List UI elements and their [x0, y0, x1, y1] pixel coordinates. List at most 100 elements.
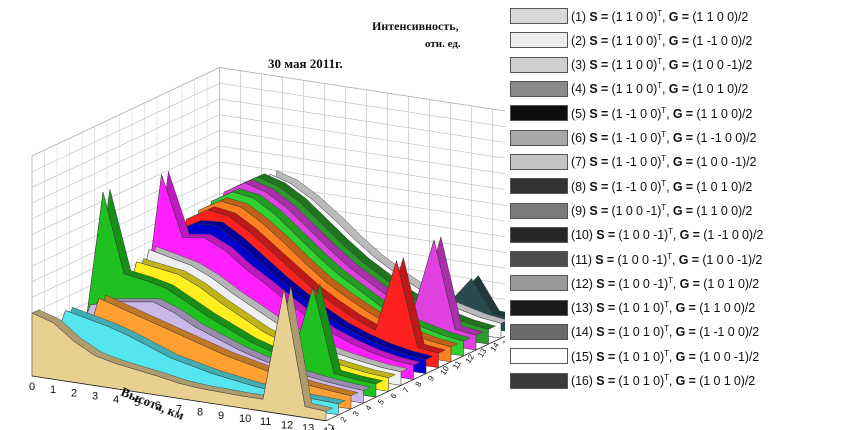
legend-item: (14) S = (1 0 1 0)T, G = (1 -1 0 0)/2 [510, 320, 865, 344]
legend-text: (1 -1 0 0)/2 [696, 131, 757, 146]
x-tick-label: 11 [260, 416, 271, 428]
x-tick-label: 0 [29, 381, 35, 393]
legend-swatch [510, 129, 568, 146]
legend-text: (1 0 0 -1)/2 [692, 58, 753, 73]
legend-text: (1 0 0 -1) [618, 228, 669, 243]
legend-label: (3) S = (1 1 0 0)T, G = (1 0 0 -1)/2 [571, 57, 752, 72]
legend-text: S = [589, 179, 609, 194]
legend-text: (1 0 0 -1)/2 [696, 155, 757, 170]
depth-tick-label: 13 [476, 346, 489, 359]
legend-label: (15) S = (1 0 1 0)T, G = (1 0 0 -1)/2 [571, 349, 759, 364]
legend-item: (10) S = (1 0 0 -1)T, G = (1 -1 0 0)/2 [510, 223, 865, 247]
x-tick-label: 2 [71, 387, 77, 399]
legend-text: T [657, 81, 662, 91]
legend-text: G = [672, 155, 694, 170]
series-ribbon-1 [31, 285, 334, 422]
legend-label: (6) S = (1 -1 0 0)T, G = (1 -1 0 0)/2 [571, 130, 756, 145]
legend-text: G = [672, 179, 694, 194]
legend-text: S = [596, 276, 616, 291]
legend-label: (1) S = (1 1 0 0)T, G = (1 1 0 0)/2 [571, 9, 748, 24]
legend-label: (12) S = (1 0 0 -1)T, G = (1 0 1 0)/2 [571, 276, 759, 291]
depth-tick-label: 3 [351, 409, 361, 418]
x-tick-label: 7 [176, 403, 182, 415]
series-layer [31, 170, 505, 422]
legend-text: S = [589, 131, 609, 146]
legend-text: (1 0 0 -1) [617, 252, 668, 267]
legend-text: (5) [571, 106, 586, 121]
depth-tick-label: 15 [501, 334, 505, 347]
legend-text: (8) [571, 179, 586, 194]
legend-swatch [510, 372, 568, 389]
legend-label: (9) S = (1 0 0 -1)T, G = (1 1 0 0)/2 [571, 203, 752, 218]
legend-text: (1) [571, 9, 586, 24]
legend-swatch [510, 226, 568, 243]
legend-text: (1 1 0 0) [611, 9, 658, 24]
legend-text: , [666, 106, 670, 121]
depth-tick-label: 2 [339, 415, 349, 424]
legend-swatch [510, 56, 568, 73]
legend-text: (6) [571, 131, 586, 146]
legend-text: (1 0 1 0) [618, 301, 665, 316]
legend-text: (1 0 1 0)/2 [703, 276, 760, 291]
legend-swatch [510, 105, 568, 122]
legend-text: (1 0 0 -1)/2 [699, 349, 760, 364]
legend-text: , [662, 82, 666, 97]
legend-text: T [664, 348, 669, 358]
legend-label: (16) S = (1 0 1 0)T, G = (1 0 1 0)/2 [571, 373, 755, 388]
x-tick-label: 1 [50, 384, 56, 396]
legend-text: (1 0 0 -1)/2 [702, 252, 763, 267]
legend-text: S = [589, 82, 609, 97]
legend-text: , [662, 58, 666, 73]
legend-item: (4) S = (1 1 0 0)T, G = (1 0 1 0)/2 [510, 77, 865, 101]
legend-text: S = [596, 374, 616, 389]
x-tick-label: 14 [323, 426, 335, 430]
x-tick-label: 3 [92, 391, 98, 403]
legend-text: S = [596, 349, 616, 364]
legend-text: (12) [571, 276, 593, 291]
legend-item: (11) S = (1 0 0 -1)T, G = (1 0 0 -1)/2 [510, 247, 865, 271]
legend-text: S = [589, 9, 609, 24]
legend-text: (1 -1 0 0)/2 [692, 34, 753, 49]
legend-item: (16) S = (1 0 1 0)T, G = (1 0 1 0)/2 [510, 368, 865, 392]
legend-text: S = [596, 301, 616, 316]
legend-text: (11) [571, 252, 592, 267]
legend-text: (1 1 0 0)/2 [692, 9, 749, 24]
x-axis [31, 375, 327, 422]
depth-tick-label: 11 [451, 359, 463, 371]
legend-text: (4) [571, 82, 586, 97]
legend-item: (9) S = (1 0 0 -1)T, G = (1 1 0 0)/2 [510, 198, 865, 222]
legend-text: T [661, 130, 667, 140]
legend-text: S = [589, 204, 609, 219]
legend-text: , [662, 34, 666, 49]
legend-text: (1 0 1 0)/2 [696, 179, 753, 194]
depth-tick-label: 14 [489, 340, 502, 353]
legend-text: (1 -1 0 0)/2 [703, 228, 764, 243]
legend-text: S = [596, 325, 616, 340]
legend-text: (10) [571, 228, 593, 243]
legend-text: S = [596, 228, 616, 243]
legend-text: S = [589, 106, 609, 121]
depth-tick-label: 6 [389, 391, 399, 400]
legend-text: (1 0 1 0)/2 [699, 374, 756, 389]
x-tick-label: 10 [239, 413, 251, 425]
legend-text: G = [675, 374, 696, 389]
legend-item: (2) S = (1 1 0 0)T, G = (1 -1 0 0)/2 [510, 28, 865, 52]
legend-text: , [671, 252, 676, 267]
legend-item: (13) S = (1 0 1 0)T, G = (1 1 0 0)/2 [510, 296, 865, 320]
x-tick-label: 12 [281, 419, 293, 430]
legend-label: (4) S = (1 1 0 0)T, G = (1 0 1 0)/2 [571, 81, 748, 96]
depth-tick-label: 1 [326, 421, 336, 430]
legend-text: T [661, 154, 667, 164]
legend-text: (1 1 0 0)/2 [699, 301, 756, 316]
legend-item: (1) S = (1 1 0 0)T, G = (1 1 0 0)/2 [510, 4, 865, 28]
depth-tick-label: 9 [426, 374, 436, 383]
legend-text: , [666, 204, 670, 219]
legend-item: (5) S = (1 -1 0 0)T, G = (1 1 0 0)/2 [510, 101, 865, 125]
legend-text: (1 1 0 0) [611, 34, 658, 49]
legend-text: T [668, 275, 673, 285]
legend-label: (14) S = (1 0 1 0)T, G = (1 -1 0 0)/2 [571, 324, 759, 339]
legend-text: T [667, 251, 672, 261]
legend-item: (3) S = (1 1 0 0)T, G = (1 0 0 -1)/2 [510, 53, 865, 77]
legend-label: (2) S = (1 1 0 0)T, G = (1 -1 0 0)/2 [571, 33, 752, 48]
legend-label: (11) S = (1 0 0 -1)T, G = (1 0 0 -1)/2 [571, 252, 762, 267]
